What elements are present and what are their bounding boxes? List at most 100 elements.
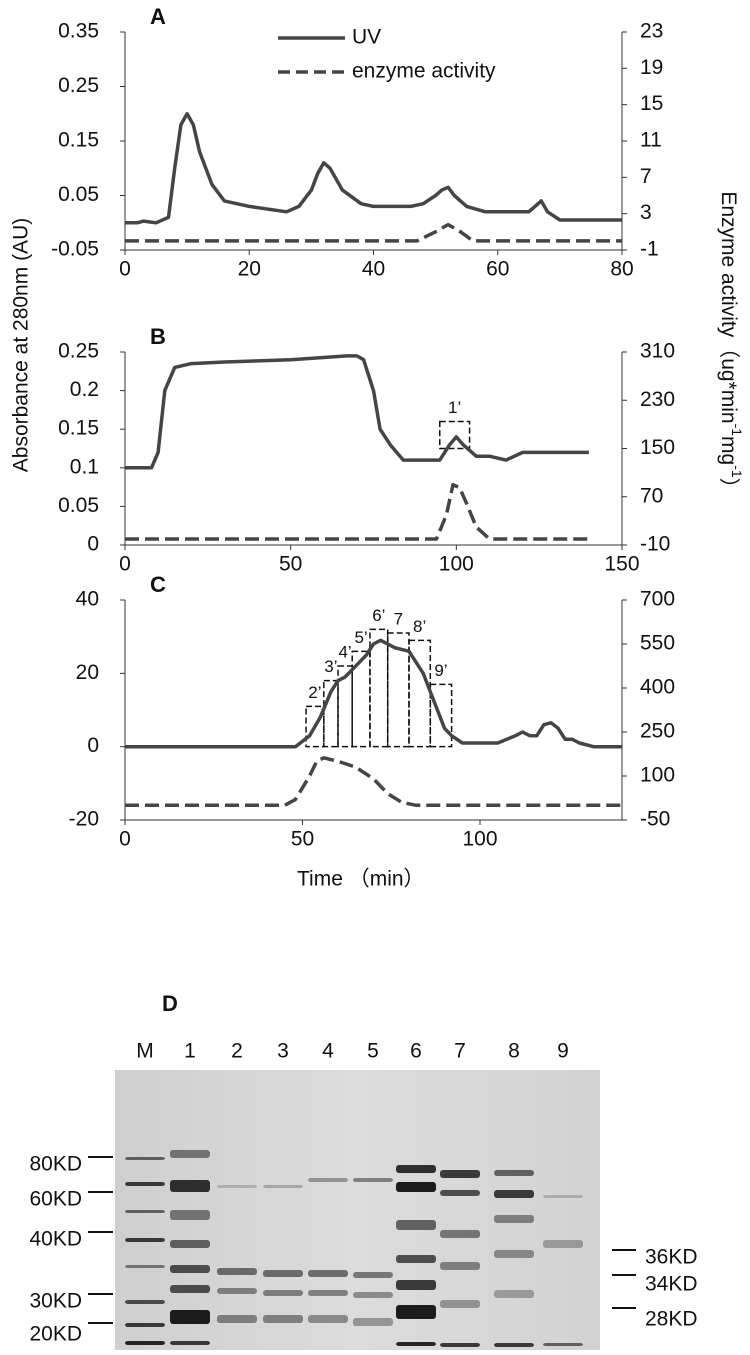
lane-label: 9 [557,1040,569,1063]
gel-band [125,1341,165,1345]
y-tick-label: -20 [69,808,99,831]
marker-label: 36KD [645,1246,698,1269]
gel-band [396,1220,436,1230]
gel-band [125,1323,165,1327]
x-tick-label: 100 [439,553,474,576]
y-axis-label: Absorbance at 280nm (AU) [10,218,33,472]
panel-title: A [150,4,166,29]
fraction-box [439,420,471,450]
fraction-label: 6’ [372,606,385,625]
gel-band [396,1165,436,1173]
series-line [125,112,622,225]
y2-tick-label: 100 [640,764,675,787]
y2-tick-label: 400 [640,676,675,699]
gel-band [170,1285,210,1293]
marker-label: 20KD [29,1323,82,1346]
y2-tick-label: 550 [640,632,675,655]
series-line [125,482,589,541]
gel-band [396,1255,436,1263]
x-tick-label: 50 [279,553,302,576]
y2-tick-label: 150 [640,436,675,459]
x-tick-label: 40 [362,258,385,281]
y2-tick-label: 7 [640,165,652,188]
x-tick-label: 100 [462,828,497,851]
gel-band [494,1170,534,1176]
gel-band [494,1250,534,1258]
gel-band [263,1270,303,1277]
gel-band [308,1270,348,1277]
lane-label: 4 [322,1040,334,1063]
gel-band [217,1288,257,1294]
gel-band [440,1300,480,1308]
gel-band [494,1215,534,1223]
fraction-box [369,628,389,748]
gel-band [308,1178,348,1182]
gel-band [440,1343,480,1347]
lane-label: 2 [231,1040,243,1063]
gel-band [396,1182,436,1192]
lane-label: 5 [367,1040,379,1063]
gel-band [353,1318,393,1326]
legend-label: UV [352,26,381,49]
gel-band [440,1190,480,1196]
gel-band [494,1343,534,1347]
series-line [125,222,622,243]
lane-label: 3 [277,1040,289,1063]
gel-band [170,1150,210,1158]
y-tick-label: 0.25 [58,74,99,97]
fraction-box [323,679,339,748]
gel-band [170,1240,210,1248]
label-part: mg [717,436,740,465]
fraction-label: 4’ [338,642,351,661]
series-line [125,756,622,808]
marker-label: 28KD [645,1308,698,1331]
fraction-box [386,632,410,748]
label-part: -1 [729,465,745,478]
gel-band [170,1265,210,1273]
gel-band [440,1230,480,1238]
fraction-label: 2’ [308,683,321,702]
y-tick-label: 0.25 [58,340,99,363]
y2-axis-label: Enzyme activity（ug*min-1mg-1） [717,191,745,498]
lane-label: 1 [184,1040,196,1063]
y-tick-label: 0.35 [58,20,99,43]
gel-band [494,1190,534,1198]
y2-tick-label: 19 [640,56,663,79]
gel-band [125,1157,165,1160]
marker-label: 80KD [29,1153,82,1176]
panel-title: B [150,324,166,349]
y-tick-label: 0.15 [58,129,99,152]
x-tick-label: 80 [610,258,633,281]
y-tick-label: 0.1 [70,455,99,478]
gel-band [125,1238,165,1242]
gel-band [125,1182,165,1186]
y2-tick-label: 250 [640,720,675,743]
fraction-label: 8’ [413,617,426,636]
gel-band [353,1272,393,1278]
marker-label: 30KD [29,1290,82,1313]
y-tick-label: 40 [76,588,99,611]
gel-band [353,1292,393,1298]
gel-band [217,1185,257,1188]
marker-label: 60KD [29,1188,82,1211]
y-tick-label: 0 [87,734,99,757]
x-tick-label: 50 [291,828,314,851]
gel-band [440,1170,480,1178]
gel-band [125,1265,165,1268]
fraction-box [429,683,453,748]
gel-band [543,1195,583,1198]
gel-title: D [162,991,178,1016]
gel-band [170,1210,210,1220]
y2-tick-label: 23 [640,20,663,43]
marker-label: 40KD [29,1228,82,1251]
gel-band [396,1280,436,1290]
marker-label: 34KD [645,1273,698,1296]
gel-band [308,1290,348,1296]
y2-tick-label: 700 [640,588,675,611]
fraction-label: 3’ [324,657,337,676]
gel-band [543,1343,583,1346]
fraction-label: 5’ [354,628,367,647]
y2-tick-label: 310 [640,340,675,363]
fraction-box [305,705,325,748]
gel-band [263,1315,303,1323]
